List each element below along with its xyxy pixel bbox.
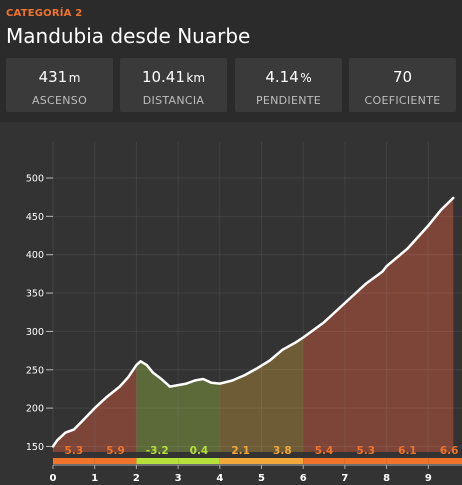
y-tick-label: 350 <box>26 289 44 300</box>
segment-gradient-label: 5.4 <box>315 445 334 457</box>
x-tick-label: 8 <box>383 473 390 484</box>
gradient-bar-segment <box>219 458 262 464</box>
segment-gradient-label: 5.9 <box>106 445 125 457</box>
segment-gradient-label: 3.8 <box>273 445 292 457</box>
gradient-bar-segment <box>53 458 95 464</box>
x-tick-label: 0 <box>50 473 57 484</box>
gradient-bar-segment <box>303 458 345 464</box>
x-tick-label: 7 <box>341 473 348 484</box>
ascent-value: 431 <box>38 68 68 86</box>
y-tick-label: 300 <box>26 327 44 338</box>
x-tick-label: 9 <box>425 473 432 484</box>
gradient-bar-segment <box>178 458 220 464</box>
stat-coefficient: 70 COEFICIENTE <box>349 58 456 112</box>
x-tick-label: 2 <box>133 473 140 484</box>
segment-fill <box>53 197 95 452</box>
segment-gradient-label: 5.3 <box>356 445 375 457</box>
ascent-unit: m <box>68 71 81 85</box>
stat-distance: 10.41 km DISTANCIA <box>120 58 227 112</box>
stat-gradient: 4.14 % PENDIENTE <box>235 58 342 112</box>
y-tick-label: 500 <box>26 174 44 185</box>
gradient-bar-segment <box>386 458 429 464</box>
gradient-unit: % <box>300 71 312 85</box>
y-tick-label: 200 <box>26 404 44 415</box>
elevation-profile: 150 200 250 300 350 400 450 500 5.3 5.9 -3.2 0.4 2.1… <box>0 122 462 485</box>
segment-fill <box>428 197 454 452</box>
segment-gradient-label: 0.4 <box>190 445 209 457</box>
stats-row: 431 m ASCENSO 10.41 km DISTANCIA 4.14 % … <box>6 58 456 112</box>
segment-fill <box>178 197 220 452</box>
area-fill-group <box>53 197 454 452</box>
gradient-bar-segment <box>136 458 179 464</box>
coefficient-label: COEFICIENTE <box>364 94 441 107</box>
category-label: CATEGORÍA 2 <box>6 8 83 19</box>
segment-fill <box>136 197 179 452</box>
segment-fill <box>386 197 429 452</box>
segment-gradient-label: -3.2 <box>146 445 169 457</box>
distance-label: DISTANCIA <box>142 94 205 107</box>
climb-title: Mandubia desde Nuarbe <box>6 24 251 48</box>
y-tick-label: 400 <box>26 250 44 261</box>
x-tick-label: 4 <box>216 473 223 484</box>
segment-gradient-label: 2.1 <box>231 445 250 457</box>
segment-fill <box>261 197 304 452</box>
x-tick-label: 5 <box>258 473 265 484</box>
y-tick-label: 450 <box>26 212 44 223</box>
segment-fill <box>219 197 262 452</box>
distance-unit: km <box>186 71 206 85</box>
elevation-line <box>51 196 455 448</box>
coefficient-value: 70 <box>392 68 413 86</box>
ascent-label: ASCENSO <box>31 94 88 107</box>
x-tick-label: 1 <box>91 473 98 484</box>
y-tick-label: 250 <box>26 365 44 376</box>
distance-value: 10.41 <box>141 68 185 86</box>
segment-fill <box>344 197 387 452</box>
y-tick-label: 150 <box>26 442 44 453</box>
stat-ascent: 431 m ASCENSO <box>6 58 113 112</box>
x-tick-label: 6 <box>300 473 307 484</box>
x-tick-label: 3 <box>175 473 182 484</box>
gradient-value: 4.14 <box>265 68 299 86</box>
segment-fill <box>303 197 345 452</box>
segment-gradient-label: 6.6 <box>440 445 459 457</box>
segment-gradient-label: 5.3 <box>65 445 84 457</box>
gradient-bar-segment <box>428 458 462 464</box>
gradient-bar-segment <box>261 458 304 464</box>
climb-header: CATEGORÍA 2 Mandubia desde Nuarbe 431 m … <box>0 0 462 122</box>
gradient-bar-segment <box>344 458 387 464</box>
gradient-label: PENDIENTE <box>255 94 322 107</box>
gradient-bar-segment <box>94 458 137 464</box>
segment-gradient-label: 6.1 <box>398 445 417 457</box>
